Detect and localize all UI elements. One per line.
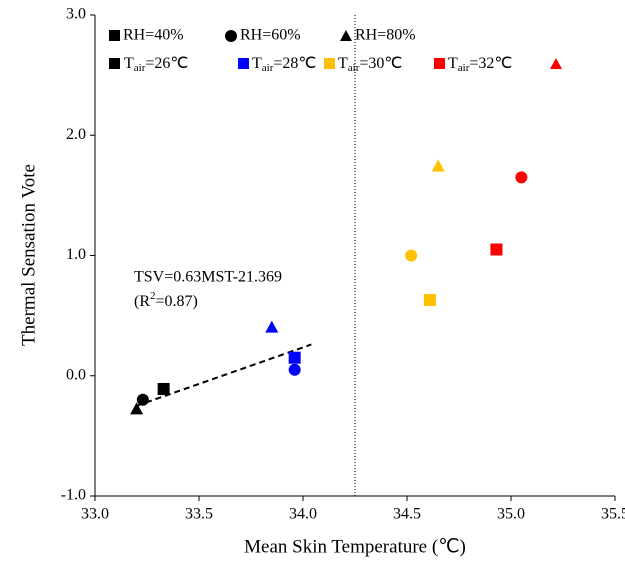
legend-text: =28℃ (273, 55, 316, 72)
y-tick-label: -1.0 (61, 487, 86, 504)
legend-text: =30℃ (359, 55, 402, 72)
y-axis-title: Thermal Sensation Vote (18, 164, 39, 346)
r2-sup: 2 (150, 290, 156, 302)
point (405, 249, 418, 262)
legend-text: T (448, 55, 458, 72)
legend-label: Tair=26℃ (124, 55, 188, 74)
legend-sub: air (134, 62, 146, 74)
legend-label: RH=80% (355, 27, 416, 44)
legend-marker (109, 58, 120, 69)
legend-sub: air (348, 62, 360, 74)
y-tick-label: 3.0 (66, 6, 86, 23)
legend-marker (225, 30, 237, 42)
x-tick-label: 35.0 (497, 506, 525, 523)
r2-text: (R (134, 293, 150, 310)
point (136, 393, 149, 406)
point (288, 351, 301, 364)
point (515, 171, 528, 184)
legend-text: T (252, 55, 262, 72)
fit-line (136, 343, 312, 407)
y-tick-label: 2.0 (66, 126, 86, 143)
y-tick-label: 0.0 (66, 366, 86, 383)
legend-marker (324, 58, 335, 69)
point (265, 320, 279, 333)
y-tick-label: 1.0 (66, 246, 86, 263)
x-tick-label: 33.0 (81, 506, 109, 523)
point (288, 363, 301, 376)
legend-label: RH=60% (240, 27, 301, 44)
legend-marker (109, 30, 120, 41)
legend-text: =26℃ (145, 55, 188, 72)
legend-marker (550, 58, 562, 69)
legend-sub: air (262, 62, 274, 74)
fit-r2: (R2=0.87) (134, 290, 198, 310)
legend-sub: air (458, 62, 470, 74)
x-tick-label: 34.5 (393, 506, 421, 523)
legend-text: =32℃ (469, 55, 512, 72)
x-tick-label: 33.5 (185, 506, 213, 523)
legend-text: T (124, 55, 134, 72)
legend-label: RH=40% (123, 27, 184, 44)
x-tick-label: 35.5 (601, 506, 625, 523)
point (490, 243, 503, 256)
r2-text: =0.87) (156, 293, 198, 310)
legend-marker (340, 30, 352, 41)
legend-text: T (338, 55, 348, 72)
x-tick-label: 34.0 (289, 506, 317, 523)
legend-label: Tair=32℃ (448, 55, 512, 74)
fit-equation: TSV=0.63MST-21.369 (134, 269, 282, 286)
x-axis-title: Mean Skin Temperature (℃) (244, 536, 466, 557)
point (431, 159, 445, 172)
legend-marker (434, 58, 445, 69)
point (157, 382, 170, 395)
point (130, 402, 144, 415)
legend-label: Tair=28℃ (252, 55, 316, 74)
legend-marker (238, 58, 249, 69)
legend-label: Tair=30℃ (338, 55, 402, 74)
point (423, 293, 436, 306)
